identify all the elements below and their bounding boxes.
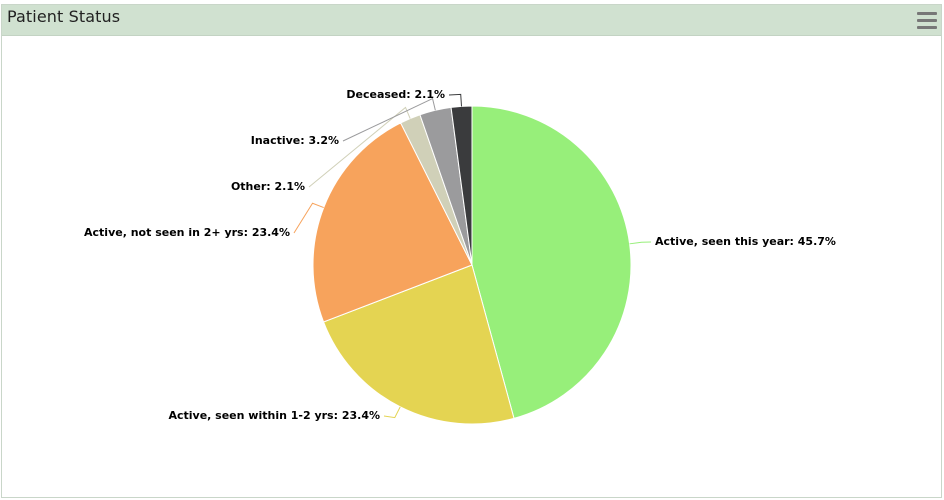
label-connector [383,406,401,419]
label-connector [308,106,411,188]
label-connector [629,241,652,245]
pie-slice-active-not-seen-in-2-yrs[interactable] [312,122,473,323]
data-label: Other: 2.1% [231,180,305,193]
data-label: Active, not seen in 2+ yrs: 23.4% [84,226,290,239]
pie-slices [312,105,632,425]
data-label: Inactive: 3.2% [251,134,339,147]
label-connector [293,202,324,234]
label-connectors [293,93,652,419]
panel-title: Patient Status [7,7,121,26]
pie-slice-active-seen-this-year[interactable] [471,105,632,419]
slice-labels: Active, seen this year: 45.7% Active, see… [84,88,836,422]
label-connector [448,93,463,107]
pie-slice-deceased[interactable] [450,105,473,266]
hamburger-menu-icon[interactable] [917,10,937,30]
pie-slice-active-seen-within-1-2-yrs[interactable] [322,264,515,425]
panel-header: Patient Status [2,5,941,36]
label-connector [342,97,436,142]
data-label: Active, seen this year: 45.7% [655,235,836,248]
data-label: Active, seen within 1-2 yrs: 23.4% [168,409,380,422]
data-label: Deceased: 2.1% [346,88,445,101]
